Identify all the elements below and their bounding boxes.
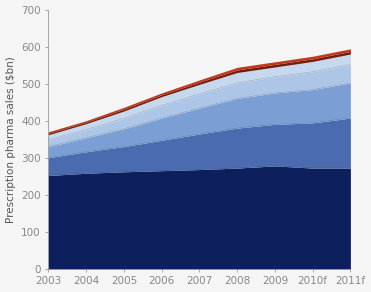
Y-axis label: Prescription pharma sales ($bn): Prescription pharma sales ($bn) [6, 56, 16, 223]
